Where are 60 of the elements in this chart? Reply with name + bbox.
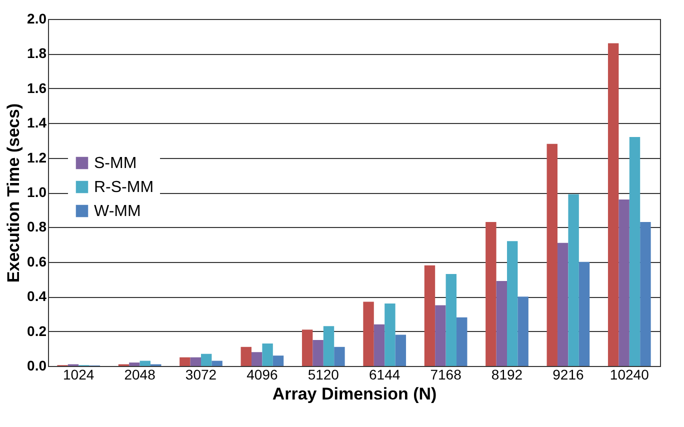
- bar: [629, 136, 640, 366]
- x-tick-label: 1024: [63, 366, 94, 382]
- legend-label: W-MM: [94, 203, 141, 220]
- bar: [395, 334, 406, 366]
- x-tick-label: 8192: [491, 366, 523, 382]
- bar: [446, 274, 457, 366]
- bar: [140, 360, 151, 366]
- y-tick-label: 1.8: [27, 45, 47, 62]
- bar: [507, 241, 518, 366]
- bar: [518, 296, 528, 366]
- bar: [496, 280, 507, 366]
- x-tick-label: 5120: [308, 366, 340, 382]
- y-tick-label: 0.4: [27, 288, 47, 304]
- bar: [323, 326, 334, 366]
- legend-label: S-MM: [94, 155, 137, 172]
- x-axis-title: Array Dimension (N): [272, 384, 437, 404]
- bar: [384, 304, 396, 366]
- bar: [251, 352, 262, 366]
- x-tick-label: 6144: [369, 366, 400, 382]
- bar: [240, 346, 252, 366]
- x-tick-label: 10240: [610, 366, 650, 382]
- bar: [212, 360, 222, 366]
- x-tick-label: 3072: [185, 366, 217, 382]
- bar: [334, 346, 345, 366]
- y-tick-label: 0.0: [27, 358, 47, 374]
- bar: [262, 343, 273, 366]
- x-tick-label: 2048: [124, 366, 156, 382]
- bar: [557, 242, 568, 366]
- y-tick-label: 1.2: [27, 149, 47, 166]
- bar: [424, 265, 436, 366]
- bar: [546, 144, 558, 366]
- bar: [568, 194, 579, 366]
- y-tick-label: 1.6: [27, 80, 47, 96]
- bar: [456, 317, 468, 366]
- x-tick-label: 9216: [552, 366, 584, 382]
- bar: [608, 43, 619, 366]
- y-tick-label: 1.4: [27, 114, 47, 131]
- bar: [272, 356, 284, 366]
- y-tick-label: 0.6: [27, 253, 47, 270]
- y-tick-label: 0.2: [27, 322, 47, 339]
- y-tick-label: 2.0: [27, 10, 47, 26]
- bar: [190, 357, 201, 366]
- x-tick-label: 4096: [246, 366, 278, 382]
- bar: [618, 199, 630, 366]
- bar: [180, 357, 190, 366]
- bar: [640, 222, 651, 366]
- bar: [578, 262, 590, 366]
- bar: [435, 305, 446, 366]
- bar: [363, 302, 374, 366]
- y-tick-label: 0.8: [27, 218, 47, 235]
- bar: [302, 330, 313, 366]
- bar: [486, 222, 496, 366]
- x-tick-label: 7168: [430, 366, 462, 382]
- legend-label: R-S-MM: [94, 179, 154, 196]
- bar: [312, 340, 324, 366]
- bar: [374, 324, 385, 366]
- y-tick-label: 1.0: [27, 184, 47, 200]
- y-axis-title: Execution Time (secs): [4, 103, 24, 283]
- bar: [201, 354, 212, 366]
- bar: [129, 362, 140, 366]
